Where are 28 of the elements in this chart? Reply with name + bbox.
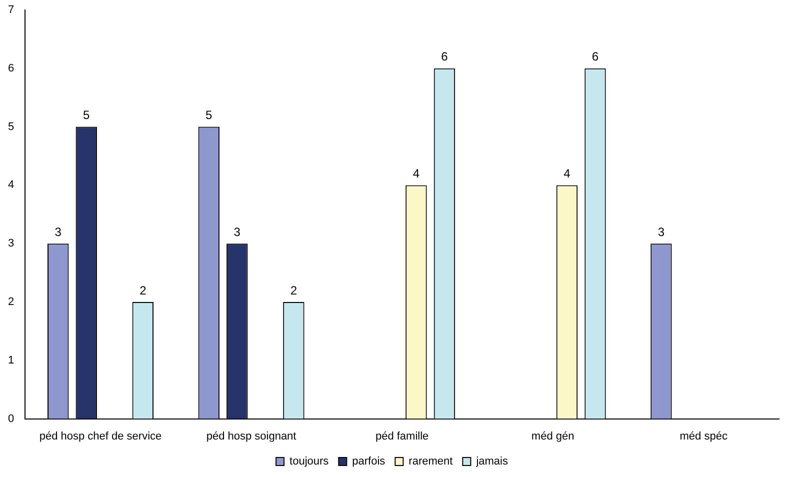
x-tick-label: péd hosp soignant [206,430,296,442]
data-label: 6 [592,50,599,64]
x-tick-label: méd spéc [680,430,728,442]
y-tick-label: 7 [8,4,14,16]
data-label: 5 [83,108,90,122]
y-tick-label: 4 [8,179,14,192]
y-tick-label: 1 [8,354,14,366]
data-label: 3 [658,224,665,239]
data-label: 4 [412,166,420,181]
x-tick-label: péd famille [375,430,429,442]
x-tick-label: péd hosp chef de service [39,430,162,442]
data-label: 2 [290,283,298,298]
data-label: 3 [54,224,62,239]
y-tick-label: 6 [8,62,14,74]
legend-label: parfois [352,456,386,468]
data-label: 5 [206,108,213,122]
data-label: 3 [234,224,241,239]
legend-label: toujours [290,456,330,468]
legend-label: rarement [408,456,453,468]
data-label: 6 [441,50,448,64]
data-label: 4 [564,166,571,181]
data-label: 2 [140,283,147,298]
x-tick-label: méd gén [531,430,574,442]
y-tick-label: 3 [8,238,14,250]
y-tick-label: 0 [8,412,14,425]
y-tick-label: 5 [8,120,14,133]
legend-label: jamais [475,456,508,468]
y-tick-label: 2 [8,296,14,308]
